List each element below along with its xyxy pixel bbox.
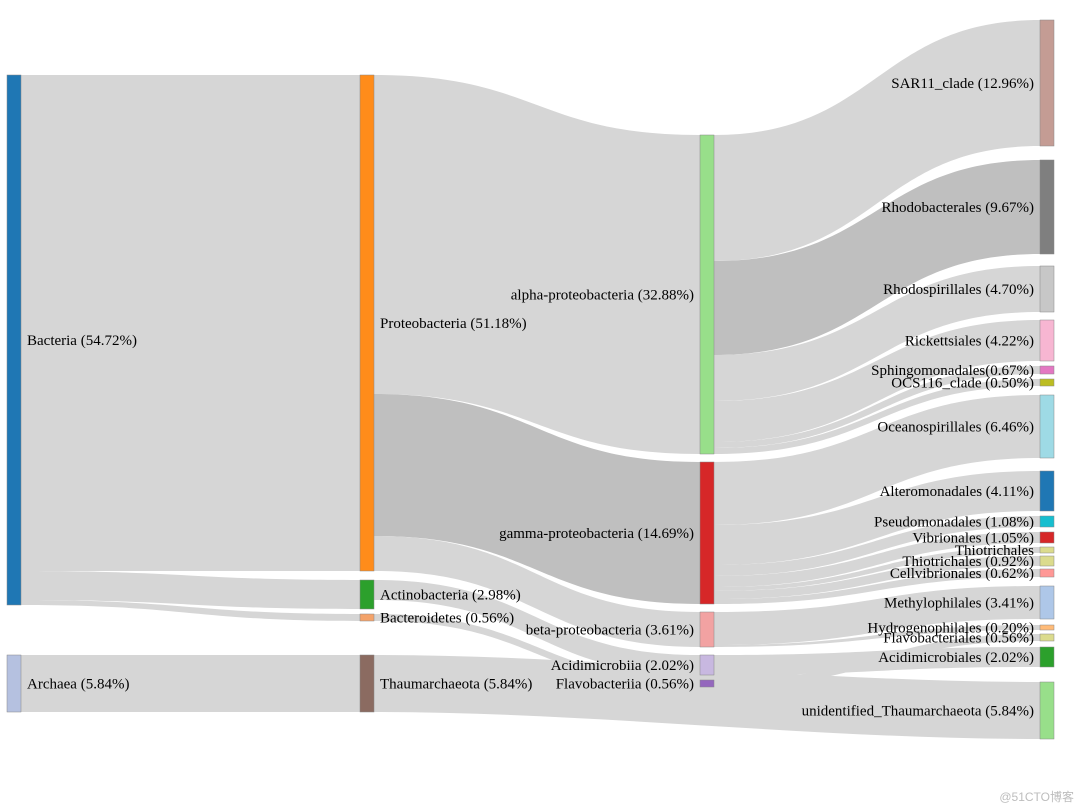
sankey-node-acidimicrobiales: [1040, 647, 1054, 667]
sankey-node-methylophilales: [1040, 586, 1054, 619]
sankey-node-thiotrichales2: [1040, 556, 1054, 566]
sankey-node-thiotrichales1: [1040, 547, 1054, 553]
sankey-node-oceanospirillales: [1040, 395, 1054, 458]
sankey-node-bacteroidetes: [360, 614, 374, 621]
sankey-link: [21, 75, 360, 571]
sankey-node-flavobacteriales: [1040, 634, 1054, 641]
sankey-node-gamma: [700, 462, 714, 604]
sankey-node-rhodospirillales: [1040, 266, 1054, 312]
sankey-node-proteobacteria: [360, 75, 374, 571]
sankey-node-rickettsiales: [1040, 320, 1054, 361]
sankey-node-archaea: [7, 655, 21, 712]
sankey-node-actinobacteria: [360, 580, 374, 609]
link-layer: [21, 20, 1040, 739]
sankey-node-unid_thaum: [1040, 682, 1054, 739]
sankey-node-ocs116: [1040, 379, 1054, 386]
sankey-node-vibrionales: [1040, 532, 1054, 543]
sankey-node-flavobacteriia: [700, 680, 714, 687]
sankey-node-pseudomonadales: [1040, 516, 1054, 527]
sankey-node-bacteria: [7, 75, 21, 605]
sankey-node-beta: [700, 612, 714, 647]
sankey-node-rhodobacterales: [1040, 160, 1054, 254]
sankey-node-alteromonadales: [1040, 471, 1054, 511]
sankey-link: [714, 647, 1040, 675]
sankey-node-thaumarchaeota: [360, 655, 374, 712]
sankey-link: [21, 655, 360, 712]
sankey-node-alpha: [700, 135, 714, 454]
sankey-node-cellvibrionales: [1040, 569, 1054, 577]
sankey-node-sar11: [1040, 20, 1054, 146]
sankey-node-acidimicrobiia: [700, 655, 714, 675]
watermark: @51CTO博客: [999, 788, 1074, 805]
sankey-node-sphingomonadales: [1040, 366, 1054, 374]
sankey-node-hydrogenophilales: [1040, 625, 1054, 630]
